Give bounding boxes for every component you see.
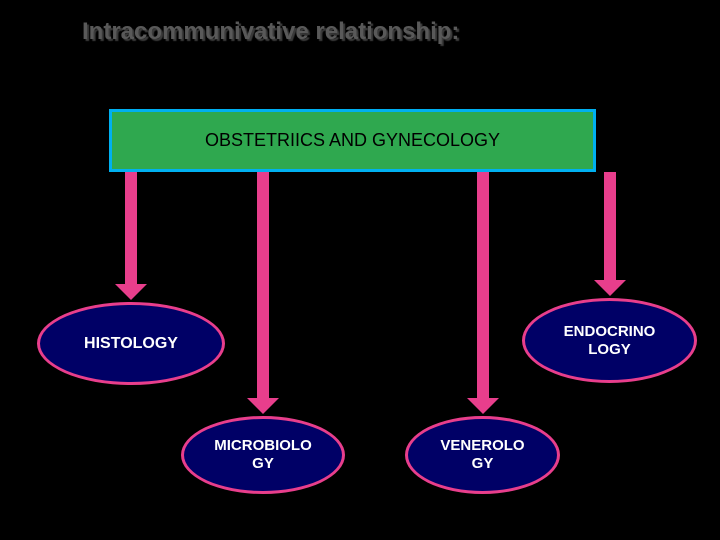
ellipse-histology-label: HISTOLOGY	[84, 334, 178, 353]
main-box-obgyn: OBSTETRIICS AND GYNECOLOGY	[109, 109, 596, 172]
ellipse-endocrinology: ENDOCRINOLOGY	[522, 298, 697, 383]
ellipse-endocrinology-label: ENDOCRINOLOGY	[564, 323, 656, 359]
arrow-endocrinology	[604, 172, 616, 280]
arrow-microbiology	[257, 172, 269, 398]
arrow-histology	[125, 172, 137, 284]
ellipse-histology: HISTOLOGY	[37, 302, 225, 385]
ellipse-microbiology: MICROBIOLOGY	[181, 416, 345, 494]
ellipse-venerology: VENEROLOGY	[405, 416, 560, 494]
arrow-endocrinology-head	[594, 280, 626, 296]
arrow-venerology-head	[467, 398, 499, 414]
ellipse-venerology-label: VENEROLOGY	[440, 437, 524, 473]
arrow-venerology	[477, 172, 489, 398]
slide-title: Intracommunivative relationship:	[82, 18, 459, 46]
slide-title-text: Intracommunivative relationship:	[82, 18, 459, 45]
arrow-microbiology-head	[247, 398, 279, 414]
arrow-histology-head	[115, 284, 147, 300]
ellipse-microbiology-label: MICROBIOLOGY	[214, 437, 312, 473]
main-box-label: OBSTETRIICS AND GYNECOLOGY	[205, 130, 500, 151]
